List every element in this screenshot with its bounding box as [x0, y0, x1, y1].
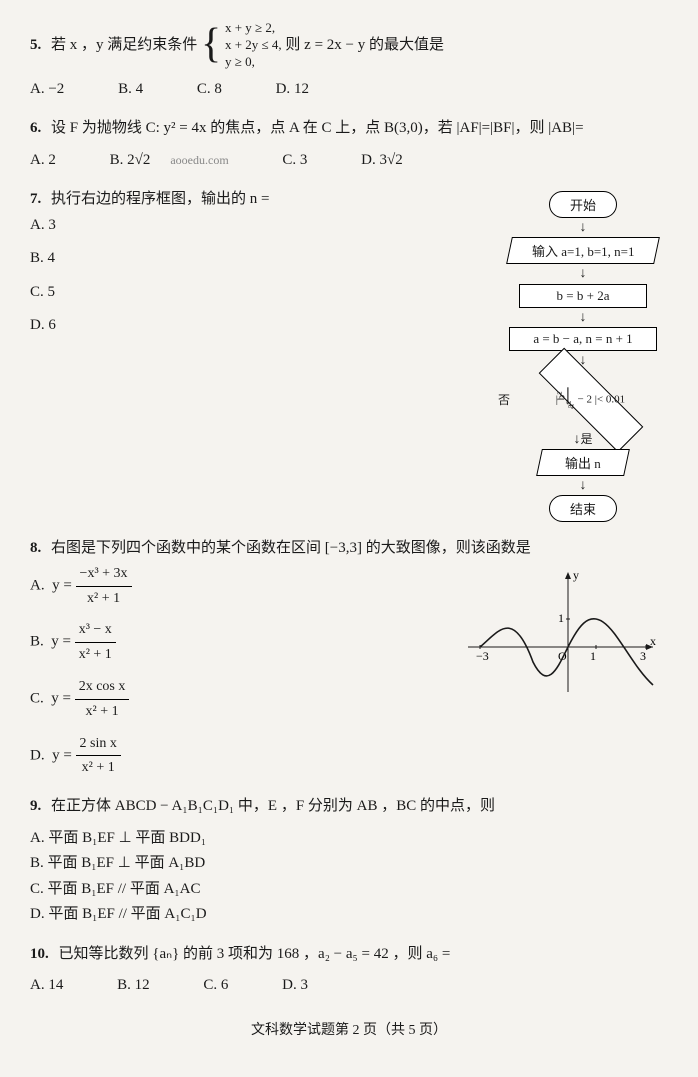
- opt-d: D. 平面 B₁EF // 平面 A₁C₁D: [30, 902, 317, 928]
- opt-a: A. −2: [30, 77, 64, 103]
- flow-no: 否: [498, 391, 510, 408]
- case-line: x + y ≥ 2,: [225, 20, 275, 35]
- arrow-down-icon: ↓是: [498, 434, 668, 445]
- svg-text:3: 3: [640, 649, 646, 663]
- opt-b: B. 12: [117, 973, 150, 999]
- q8-num: 8.: [30, 540, 41, 556]
- opt-b: B. 2√2aooedu.com: [110, 148, 229, 174]
- svg-text:x: x: [650, 634, 656, 648]
- flow-step2: a = b − a, n = n + 1: [509, 327, 657, 351]
- svg-text:1: 1: [590, 649, 596, 663]
- q10-options: A. 14 B. 12 C. 6 D. 3: [30, 973, 668, 999]
- opt-d: D. 3: [282, 973, 308, 999]
- opt-d: D. y = 2 sin xx² + 1: [30, 732, 628, 781]
- q9-stem: 在正方体 ABCD − A₁B₁C₁D₁ 中，E ，F 分别为 AB ，BC 的…: [51, 798, 495, 814]
- q5-options: A. −2 B. 4 C. 8 D. 12: [30, 77, 668, 103]
- q5-stem-b: 则 z = 2x − y 的最大值是: [285, 37, 444, 53]
- q5-cases: x + y ≥ 2, x + 2y ≤ 4, y ≥ 0,: [225, 20, 282, 71]
- q10-num: 10.: [30, 946, 49, 962]
- case-line: y ≥ 0,: [225, 54, 255, 69]
- q6-num: 6.: [30, 120, 41, 136]
- brace-icon: {: [201, 26, 221, 64]
- function-graph: −3 1 3 1 x y O: [458, 567, 658, 697]
- q7-options: A. 3 B. 4 C. 5 D. 6: [30, 213, 483, 339]
- flowchart: 开始 ↓ 输入 a=1, b=1, n=1 ↓ b = b + 2a ↓ a =…: [498, 187, 668, 526]
- q6-stem: 设 F 为抛物线 C: y² = 4x 的焦点，点 A 在 C 上，点 B(3,…: [51, 120, 584, 136]
- opt-a: A. 14: [30, 973, 63, 999]
- flow-yes: 是: [580, 432, 592, 446]
- opt-d: D. 3√2: [361, 148, 403, 174]
- question-7: 7. 执行右边的程序框图，输出的 n = A. 3 B. 4 C. 5 D. 6: [30, 187, 483, 339]
- question-5: 5. 若 x ，y 满足约束条件 { x + y ≥ 2, x + 2y ≤ 4…: [30, 20, 668, 102]
- q7-num: 7.: [30, 191, 41, 207]
- flow-output: 输出 n: [536, 449, 630, 476]
- opt-b: B. 4: [30, 246, 443, 272]
- page-footer: 文科数学试题第 2 页（共 5 页）: [30, 1019, 668, 1039]
- q7-stem: 执行右边的程序框图，输出的 n =: [51, 191, 269, 207]
- flow-end: 结束: [549, 495, 617, 522]
- arrow-down-icon: ↓: [498, 480, 668, 491]
- arrow-down-icon: ↓: [498, 312, 668, 323]
- q8-stem: 右图是下列四个函数中的某个函数在区间 [−3,3] 的大致图像，则该函数是: [51, 540, 531, 556]
- opt-c: C. 3: [282, 148, 307, 174]
- opt-a: A. 平面 B₁EF ⊥ 平面 BDD₁: [30, 826, 317, 852]
- question-10: 10. 已知等比数列 {aₙ} 的前 3 项和为 168 ，a₂ − a₅ = …: [30, 942, 668, 999]
- opt-c: C. 6: [203, 973, 228, 999]
- opt-d: D. 12: [276, 77, 309, 103]
- opt-a: A. 2: [30, 148, 56, 174]
- q9-num: 9.: [30, 798, 41, 814]
- flow-input: 输入 a=1, b=1, n=1: [506, 237, 660, 264]
- question-9: 9. 在正方体 ABCD − A₁B₁C₁D₁ 中，E ，F 分别为 AB ，B…: [30, 794, 668, 928]
- opt-d: D. 6: [30, 313, 443, 339]
- watermark: aooedu.com: [170, 153, 228, 167]
- question-7-row: 7. 执行右边的程序框图，输出的 n = A. 3 B. 4 C. 5 D. 6…: [30, 187, 668, 536]
- opt-b: B. 4: [118, 77, 143, 103]
- opt-a: A. 3: [30, 213, 443, 239]
- case-line: x + 2y ≤ 4,: [225, 37, 282, 52]
- arrow-down-icon: ↓: [498, 355, 668, 366]
- question-8: 8. 右图是下列四个函数中的某个函数在区间 [−3,3] 的大致图像，则该函数是…: [30, 536, 668, 780]
- svg-text:−3: −3: [476, 649, 489, 663]
- q9-options: A. 平面 B₁EF ⊥ 平面 BDD₁ B. 平面 B₁EF ⊥ 平面 A₁B…: [30, 826, 668, 928]
- q6-options: A. 2 B. 2√2aooedu.com C. 3 D. 3√2: [30, 148, 668, 174]
- flow-step1: b = b + 2a: [519, 284, 647, 308]
- q10-stem: 已知等比数列 {aₙ} 的前 3 项和为 168 ，a₂ − a₅ = 42 ，…: [59, 946, 451, 962]
- svg-text:y: y: [573, 568, 579, 582]
- question-6: 6. 设 F 为抛物线 C: y² = 4x 的焦点，点 A 在 C 上，点 B…: [30, 116, 668, 173]
- q5-num: 5.: [30, 37, 41, 53]
- opt-c: C. 8: [197, 77, 222, 103]
- opt-c: C. 5: [30, 280, 443, 306]
- flow-start: 开始: [549, 191, 617, 218]
- q5-stem-a: 若 x ，y 满足约束条件: [51, 37, 197, 53]
- arrow-down-icon: ↓: [498, 268, 668, 279]
- arrow-down-icon: ↓: [498, 222, 668, 233]
- opt-c: C. 平面 B₁EF // 平面 A₁AC: [30, 877, 317, 903]
- svg-text:1: 1: [558, 611, 564, 625]
- opt-b: B. 平面 B₁EF ⊥ 平面 A₁BD: [30, 851, 317, 877]
